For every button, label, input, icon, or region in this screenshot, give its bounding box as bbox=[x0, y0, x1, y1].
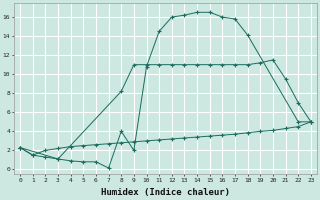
X-axis label: Humidex (Indice chaleur): Humidex (Indice chaleur) bbox=[101, 188, 230, 197]
